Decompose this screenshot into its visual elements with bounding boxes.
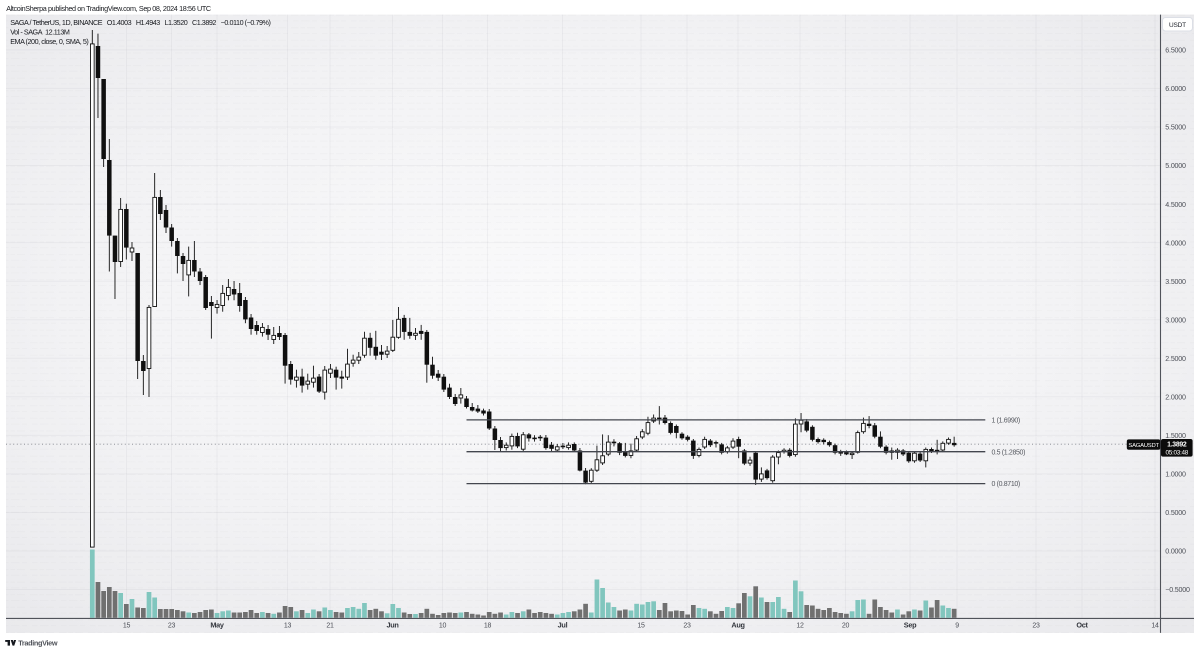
svg-text:Jun: Jun — [386, 621, 398, 630]
svg-text:Sep: Sep — [904, 621, 917, 630]
svg-text:13: 13 — [284, 623, 292, 630]
svg-text:TradingView: TradingView — [18, 639, 58, 648]
svg-text:12: 12 — [796, 623, 804, 630]
svg-text:2.5000: 2.5000 — [1165, 355, 1186, 363]
svg-text:23: 23 — [1032, 623, 1040, 630]
svg-text:9: 9 — [955, 623, 959, 630]
svg-text:1.3892: 1.3892 — [1167, 442, 1187, 449]
svg-text:5.5000: 5.5000 — [1165, 124, 1186, 132]
svg-text:15: 15 — [123, 623, 131, 630]
svg-text:23: 23 — [168, 623, 176, 630]
svg-text:3.5000: 3.5000 — [1165, 278, 1186, 286]
svg-text:Vol - SAGA 12.113M: Vol - SAGA 12.113M — [10, 28, 70, 37]
svg-text:10: 10 — [439, 623, 447, 630]
svg-text:EMA (200, close, 0, SMA, 5): EMA (200, close, 0, SMA, 5) — [10, 37, 88, 46]
svg-text:1.0000: 1.0000 — [1165, 471, 1186, 479]
svg-text:14: 14 — [1151, 623, 1159, 630]
svg-text:0.5000: 0.5000 — [1165, 509, 1186, 517]
svg-text:3.0000: 3.0000 — [1165, 316, 1186, 324]
svg-text:23: 23 — [683, 623, 691, 630]
svg-text:Oct: Oct — [1076, 621, 1088, 630]
svg-text:6.5000: 6.5000 — [1165, 47, 1186, 55]
svg-text:5.0000: 5.0000 — [1165, 162, 1186, 170]
svg-text:USDT: USDT — [1169, 22, 1186, 29]
svg-text:1 (1.6990): 1 (1.6990) — [992, 418, 1020, 425]
svg-text:2.0000: 2.0000 — [1165, 394, 1186, 402]
svg-text:0 (0.8710): 0 (0.8710) — [992, 481, 1020, 488]
svg-text:6.0000: 6.0000 — [1165, 85, 1186, 93]
svg-text:Aug: Aug — [731, 621, 744, 630]
svg-text:21: 21 — [326, 623, 334, 630]
svg-text:0.5 (1.2850): 0.5 (1.2850) — [992, 449, 1026, 456]
svg-text:0.0000: 0.0000 — [1165, 548, 1186, 556]
svg-text:20: 20 — [842, 623, 850, 630]
svg-text:4.0000: 4.0000 — [1165, 239, 1186, 247]
svg-text:Jul: Jul — [558, 621, 568, 630]
svg-text:AltcoinSherpa published on Tra: AltcoinSherpa published on TradingView.c… — [6, 4, 211, 13]
svg-text:SAGA / TetherUS, 1D, BINANCE: SAGA / TetherUS, 1D, BINANCE O1.4003 H1.… — [10, 18, 270, 27]
svg-text:SAGAUSDT: SAGAUSDT — [1128, 443, 1159, 449]
svg-text:1.5000: 1.5000 — [1165, 432, 1186, 440]
svg-text:May: May — [210, 621, 225, 630]
svg-text:15: 15 — [637, 623, 645, 630]
svg-text:05:03:48: 05:03:48 — [1166, 450, 1189, 457]
svg-text:4.5000: 4.5000 — [1165, 201, 1186, 209]
svg-text:−0.5000: −0.5000 — [1165, 586, 1190, 594]
svg-text:18: 18 — [484, 623, 492, 630]
